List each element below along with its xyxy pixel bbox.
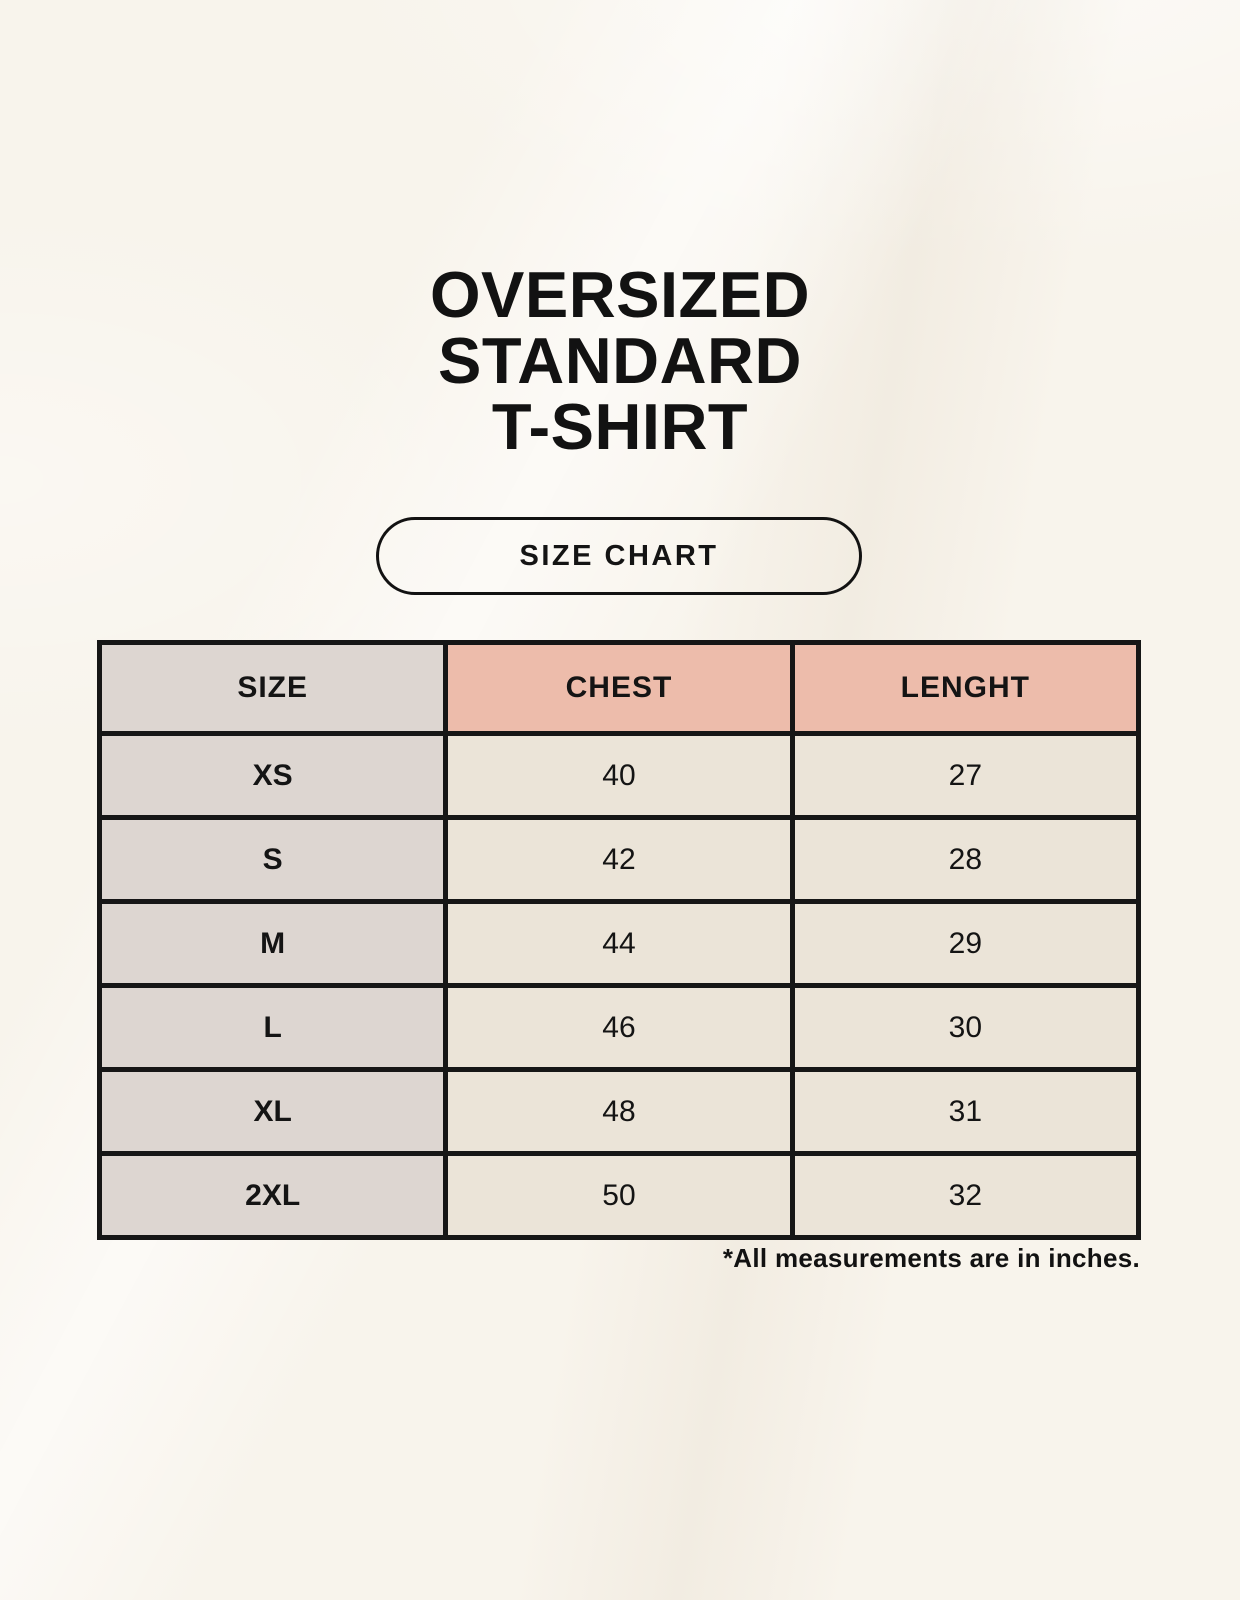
size-label-cell: L [96, 983, 449, 1072]
table-row-xs: XS 40 27 [96, 731, 1142, 820]
length-value-cell: 30 [789, 983, 1142, 1072]
size-chart-badge-label: SIZE CHART [519, 539, 719, 572]
chest-value-cell: 44 [443, 899, 795, 988]
size-chart-table-body: XS 40 27 S 42 28 M 44 29 L 46 30 XL 48 3… [96, 731, 1142, 1240]
size-label-cell: S [96, 815, 449, 904]
table-row-xl: XL 48 31 [96, 1067, 1142, 1156]
chest-value-cell: 40 [443, 731, 795, 820]
table-row-l: L 46 30 [96, 983, 1142, 1072]
size-label-cell: M [96, 899, 449, 988]
size-chart-table: SIZE CHEST LENGHT XS 40 27 S 42 28 M 44 … [96, 640, 1142, 1240]
table-row-2xl: 2XL 50 32 [96, 1151, 1142, 1240]
table-row-s: S 42 28 [96, 815, 1142, 904]
length-value-cell: 29 [789, 899, 1142, 988]
column-header-length: LENGHT [789, 640, 1142, 736]
column-header-chest: CHEST [443, 640, 795, 736]
measurements-footnote: *All measurements are in inches. [722, 1243, 1140, 1273]
page-title: OVERSIZED STANDARD T-SHIRT [0, 262, 1240, 460]
column-header-size: SIZE [96, 640, 449, 736]
size-chart-badge: SIZE CHART [376, 517, 862, 595]
size-chart-table-header: SIZE CHEST LENGHT [96, 640, 1142, 736]
length-value-cell: 28 [789, 815, 1142, 904]
chest-value-cell: 48 [443, 1067, 795, 1156]
length-value-cell: 32 [789, 1151, 1142, 1240]
size-label-cell: XS [96, 731, 449, 820]
chest-value-cell: 50 [443, 1151, 795, 1240]
page-title-line-1: OVERSIZED [429, 258, 811, 331]
chest-value-cell: 46 [443, 983, 795, 1072]
table-row-m: M 44 29 [96, 899, 1142, 988]
size-label-cell: 2XL [96, 1151, 449, 1240]
page-title-line-2: STANDARD [438, 324, 802, 397]
length-value-cell: 27 [789, 731, 1142, 820]
size-label-cell: XL [96, 1067, 449, 1156]
page-title-line-3: T-SHIRT [491, 390, 749, 463]
length-value-cell: 31 [789, 1067, 1142, 1156]
header-row: SIZE CHEST LENGHT [96, 640, 1142, 736]
chest-value-cell: 42 [443, 815, 795, 904]
